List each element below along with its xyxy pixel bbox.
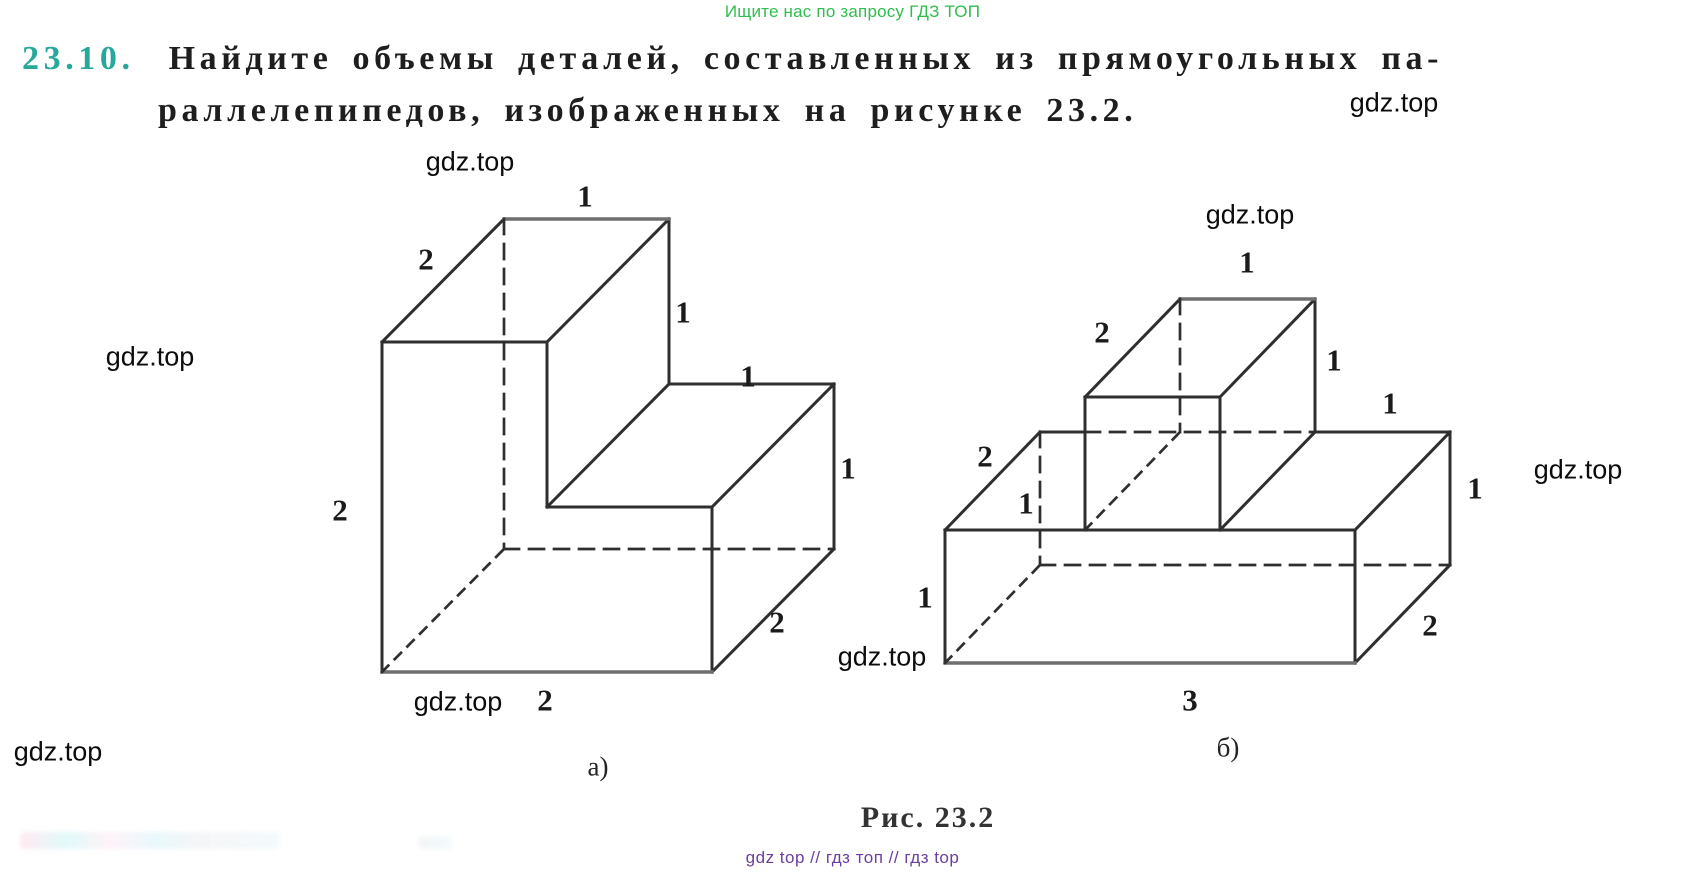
figure-b-drawing <box>942 296 1453 666</box>
figure-a-dimension-label: 2 <box>769 604 785 640</box>
watermark-gdz-top: gdz.top <box>1349 87 1439 118</box>
figure-b-hidden-edge <box>943 563 1042 665</box>
footer-text: gdz top // гдз топ // гдз top <box>745 848 960 867</box>
figure-b-edge <box>1352 562 1453 666</box>
problem-text-line1: Найдите объемы деталей, составленных из … <box>168 40 1444 77</box>
figure-a-edge <box>544 216 672 345</box>
watermark-gdz-top: gdz.top <box>13 736 103 767</box>
figure-a-hidden-edge <box>380 547 506 674</box>
figure-b-dimension-label: 1 <box>1467 470 1483 506</box>
figure-b-edge <box>1082 296 1183 400</box>
figure-a-drawing <box>379 216 837 675</box>
figure-b-dimension-label: 1 <box>1239 244 1255 280</box>
watermark-gdz-top: gdz.top <box>425 146 515 177</box>
figure-b-hidden-edge <box>1083 430 1182 532</box>
figure-b-dimension-label: 1 <box>1326 342 1342 378</box>
problem-line-1: 23.10. Найдите объемы деталей, составленн… <box>22 40 1443 78</box>
figure-a-dimension-label: 1 <box>577 178 593 214</box>
figure-a-dimension-label: 2 <box>418 241 434 277</box>
figure-a-edge <box>544 381 672 510</box>
figure-a-edge <box>379 216 507 345</box>
problem-text-line2: раллелепипедов, изображенных на рисунке … <box>158 92 1138 129</box>
figure-b-dimension-label: 2 <box>1422 607 1438 643</box>
figure-b-dimension-label: 2 <box>977 438 993 474</box>
figure-a-dimension-label: 1 <box>840 450 856 486</box>
figure-a-edge <box>709 546 837 675</box>
figure-b-dimension-label: 2 <box>1094 314 1110 350</box>
figure-b-sublabel: б) <box>1216 732 1240 763</box>
problem-number: 23.10. <box>22 40 135 77</box>
figure-b-edge <box>1217 429 1318 533</box>
scan-artifact-band <box>20 832 280 849</box>
watermark-gdz-top: gdz.top <box>413 686 503 717</box>
figure-caption: Рис. 23.2 <box>860 801 996 834</box>
figure-b-edge <box>1217 296 1318 400</box>
figure-b-edge <box>1352 429 1453 533</box>
figure-b-dimension-label: 1 <box>1382 385 1398 421</box>
figure-a-dimension-label: 1 <box>675 294 691 330</box>
figure-a-dimension-label: 1 <box>740 358 756 394</box>
watermark-gdz-top: gdz.top <box>837 641 927 672</box>
figure-b-dimension-label: 1 <box>917 579 933 615</box>
figure-a-edge <box>709 381 837 510</box>
figure-b-dimension-label: 3 <box>1182 682 1198 718</box>
watermark-gdz-top: gdz.top <box>105 341 195 372</box>
figure-a-dimension-label: 2 <box>537 682 553 718</box>
figure-a-dimension-label: 2 <box>332 492 348 528</box>
watermark-gdz-top: gdz.top <box>1533 454 1623 485</box>
figure-b-edge <box>942 429 1043 533</box>
promo-banner-text: Ищите нас по запросу ГДЗ ТОП <box>724 2 981 21</box>
figure-a-sublabel: а) <box>587 751 609 782</box>
watermark-gdz-top: gdz.top <box>1205 199 1295 230</box>
scan-artifact-spot <box>418 836 452 849</box>
figure-b-dimension-label: 1 <box>1018 485 1034 521</box>
